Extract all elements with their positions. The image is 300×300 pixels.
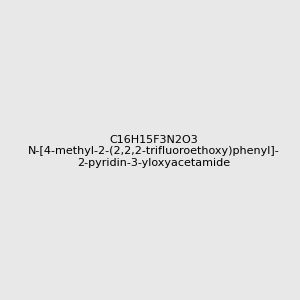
Text: C16H15F3N2O3
N-[4-methyl-2-(2,2,2-trifluoroethoxy)phenyl]-
2-pyridin-3-yloxyacet: C16H15F3N2O3 N-[4-methyl-2-(2,2,2-triflu… — [28, 135, 280, 168]
